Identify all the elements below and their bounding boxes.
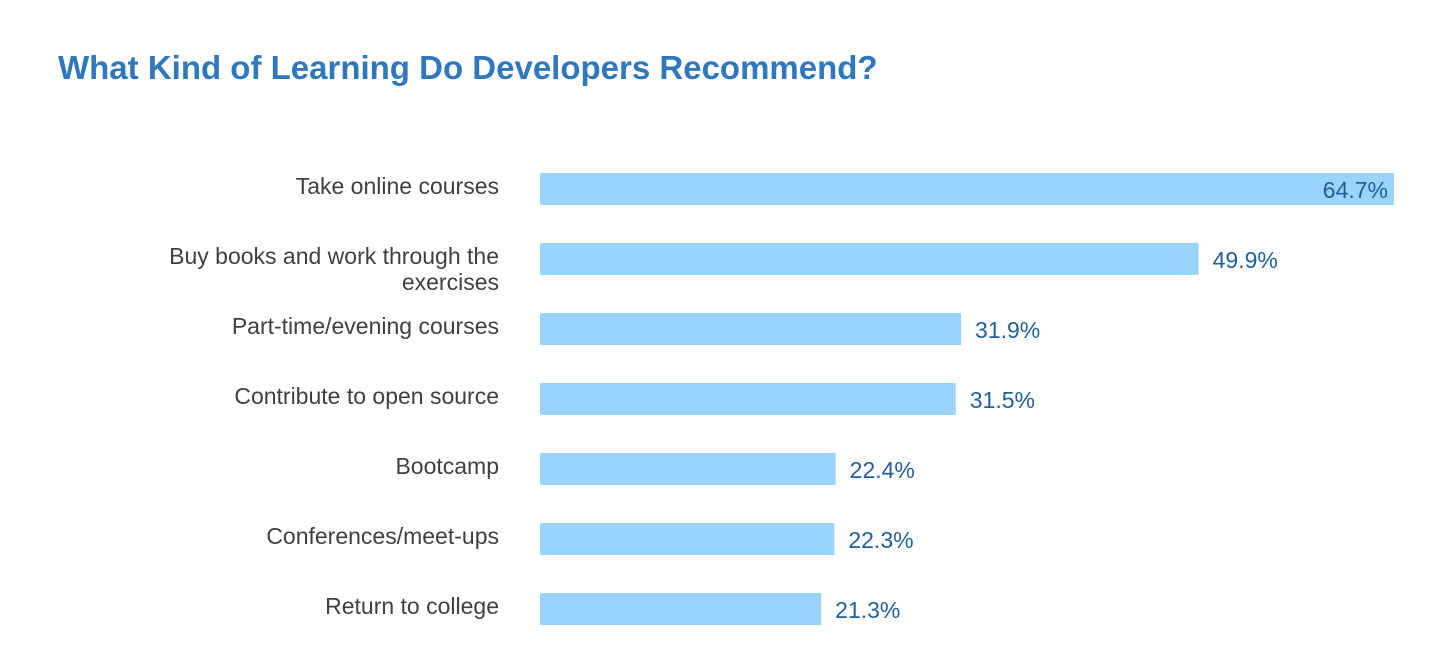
category-label: Contribute to open source xyxy=(234,383,499,409)
value-label: 49.9% xyxy=(1213,247,1278,273)
bar-take-online-courses xyxy=(540,173,1394,205)
bar-part-time-evening-courses xyxy=(540,313,962,345)
chart-title: What Kind of Learning Do Developers Reco… xyxy=(58,49,878,86)
category-label: Take online courses xyxy=(296,173,499,199)
category-label: Conferences/meet-ups xyxy=(266,523,499,549)
value-label: 31.9% xyxy=(975,317,1040,343)
bar-buy-books-and-work-through-the-exercises xyxy=(540,243,1199,275)
value-label: 31.5% xyxy=(970,387,1035,413)
value-labels-layer: 64.7% 49.9% 31.9% 31.5% 22.4% 22.3% 21.3% xyxy=(835,177,1388,623)
bar-return-to-college xyxy=(540,593,822,625)
category-label: Part-time/evening courses xyxy=(232,313,499,339)
bar-conferences-meet-ups xyxy=(540,523,835,555)
bar-bootcamp xyxy=(540,453,836,485)
category-label: Bootcamp xyxy=(395,453,499,479)
value-label: 21.3% xyxy=(835,597,900,623)
value-label: 22.3% xyxy=(848,527,913,553)
value-label: 22.4% xyxy=(850,457,915,483)
bars-layer xyxy=(540,173,1394,625)
category-label: Return to college xyxy=(325,593,499,619)
category-labels-layer: Take online courses Buy books and work th… xyxy=(169,173,499,619)
category-label: Buy books and work through the exercises xyxy=(169,243,499,295)
bar-contribute-to-open-source xyxy=(540,383,956,415)
value-label: 64.7% xyxy=(1323,177,1388,203)
